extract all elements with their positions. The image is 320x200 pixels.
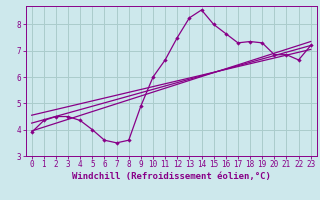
X-axis label: Windchill (Refroidissement éolien,°C): Windchill (Refroidissement éolien,°C) — [72, 172, 271, 181]
